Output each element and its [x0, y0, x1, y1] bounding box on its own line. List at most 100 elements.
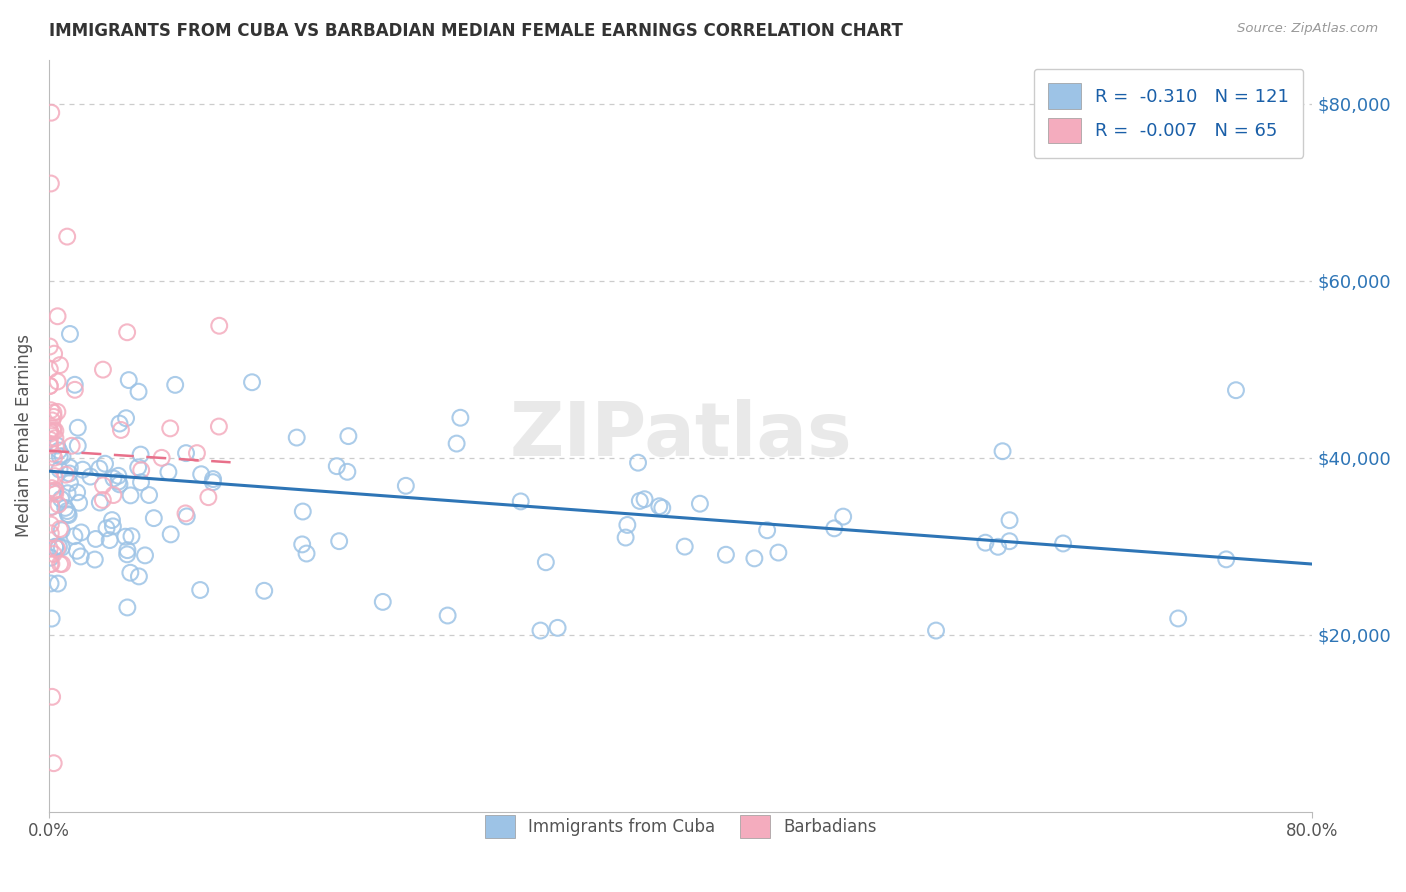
Point [142, 511, 165, 525]
Point [59, 326, 82, 341]
Point [44, 487, 66, 501]
Point [56, 486, 79, 500]
Point [446, 436, 468, 450]
Point [42, 756, 65, 771]
Point [55, 467, 77, 482]
Point [998, 534, 1021, 549]
Point [159, 527, 181, 541]
Point [49, 491, 72, 506]
Point [188, 582, 211, 597]
Point [67, 496, 90, 510]
Point [208, 419, 231, 434]
Y-axis label: Median Female Earnings: Median Female Earnings [15, 334, 32, 537]
Point [42, 409, 65, 424]
Point [44, 424, 66, 438]
Point [127, 460, 149, 475]
Point [991, 444, 1014, 458]
Point [103, 471, 125, 485]
Point [925, 624, 948, 638]
Point [120, 488, 142, 502]
Point [39, 517, 62, 532]
Point [66, 543, 89, 558]
Point [291, 537, 314, 551]
Point [1225, 383, 1247, 397]
Point [295, 547, 318, 561]
Point [714, 548, 737, 562]
Point [120, 566, 142, 580]
Point [66, 439, 89, 453]
Point [46, 576, 69, 591]
Point [39, 403, 62, 417]
Point [974, 535, 997, 549]
Point [41, 481, 63, 495]
Point [39, 472, 62, 486]
Point [41, 611, 63, 625]
Point [59, 475, 82, 490]
Point [107, 475, 129, 489]
Point [44, 540, 66, 554]
Point [240, 376, 263, 390]
Point [49, 522, 72, 536]
Point [395, 479, 418, 493]
Point [42, 406, 65, 420]
Point [38, 362, 60, 376]
Point [651, 500, 673, 515]
Point [208, 318, 231, 333]
Point [129, 463, 152, 477]
Point [138, 488, 160, 502]
Legend: Immigrants from Cuba, Barbadians: Immigrants from Cuba, Barbadians [478, 808, 883, 845]
Point [117, 543, 139, 558]
Point [129, 475, 152, 490]
Point [51, 450, 73, 464]
Point [46, 310, 69, 324]
Point [49, 450, 72, 464]
Point [616, 517, 638, 532]
Point [51, 541, 73, 555]
Point [673, 540, 696, 554]
Point [38, 426, 60, 441]
Point [39, 424, 62, 438]
Point [46, 375, 69, 389]
Point [42, 424, 65, 438]
Point [157, 465, 180, 479]
Point [633, 492, 655, 507]
Point [39, 438, 62, 452]
Point [529, 624, 551, 638]
Point [63, 377, 86, 392]
Point [38, 379, 60, 393]
Point [1167, 611, 1189, 625]
Point [534, 555, 557, 569]
Point [756, 523, 779, 537]
Point [117, 600, 139, 615]
Point [101, 513, 124, 527]
Point [118, 373, 141, 387]
Point [66, 485, 89, 500]
Point [53, 500, 76, 515]
Point [128, 384, 150, 399]
Point [84, 532, 107, 546]
Point [63, 383, 86, 397]
Point [41, 690, 63, 704]
Point [201, 475, 224, 490]
Point [291, 504, 314, 518]
Point [46, 438, 69, 452]
Point [134, 549, 156, 563]
Point [60, 439, 83, 453]
Point [1052, 536, 1074, 550]
Point [371, 595, 394, 609]
Point [614, 531, 637, 545]
Point [628, 494, 651, 508]
Point [150, 450, 173, 465]
Point [509, 494, 531, 508]
Point [58, 467, 80, 481]
Point [41, 413, 63, 427]
Point [627, 456, 650, 470]
Point [336, 465, 359, 479]
Point [832, 509, 855, 524]
Point [39, 105, 62, 120]
Point [89, 495, 111, 509]
Point [44, 483, 66, 498]
Point [56, 229, 79, 244]
Point [44, 431, 66, 445]
Point [689, 497, 711, 511]
